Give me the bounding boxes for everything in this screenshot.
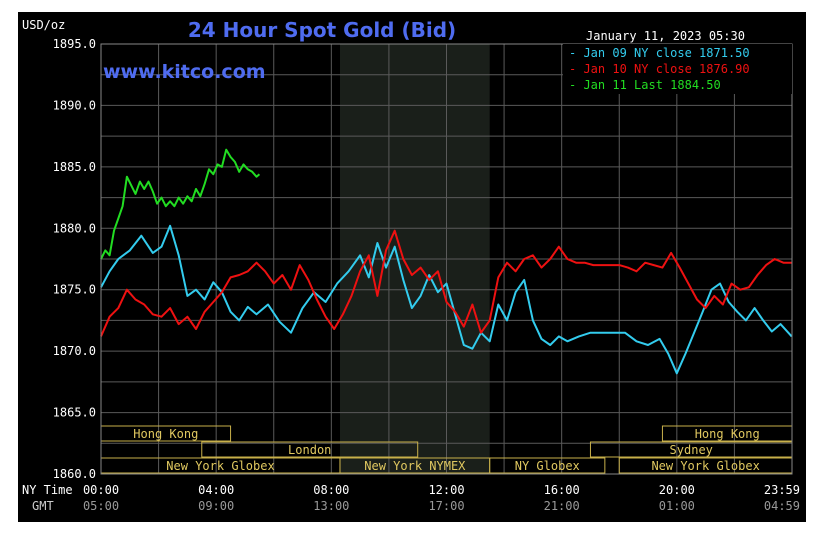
grid [100,43,793,475]
x-tick-gmt-label: 17:00 [428,499,464,513]
legend-entry: - Jan 09 NY close 1871.50 [569,46,750,60]
series-line [100,224,793,375]
y-tick-label: 1875.0 [53,283,96,297]
x-tick-gmt-label: 04:59 [764,499,800,513]
market-session-label: Sydney [670,443,713,457]
series-lines [100,148,793,375]
legend-background [563,44,792,94]
x-axis-ticks: 00:00 05:00 04:00 09:00 08:00 13:00 12:00 17:00… [83,483,800,513]
gmt-label: GMT [32,499,54,513]
market-session-label: Hong Kong [133,427,198,441]
x-tick-ny-label: 12:00 [428,483,464,497]
legend-entry: - Jan 11 Last 1884.50 [569,78,721,92]
y-tick-label: 1885.0 [53,160,96,174]
kitco-watermark: www.kitco.com [103,61,266,83]
market-session-box [489,457,606,474]
series-line [100,229,792,337]
x-tick-ny-label: 23:59 [764,483,800,497]
x-tick-ny-label: 00:00 [83,483,119,497]
y-axis-ticks: 1860.0 1865.0 1870.0 1875.0 1880.0 1885.0 1890… [53,37,96,481]
y-tick-label: 1865.0 [53,406,96,420]
x-tick-gmt-label: 01:00 [659,499,695,513]
legend: - Jan 09 NY close 1871.50 - Jan 10 NY clo… [563,44,792,94]
chart-canvas: Hong Kong Hong Kong London Sydney New York G… [18,12,806,522]
market-session-label: New York NYMEX [364,459,466,473]
x-tick-ny-label: 20:00 [659,483,695,497]
chart-timestamp: January 11, 2023 05:30 [586,29,745,43]
x-tick-ny-label: 08:00 [313,483,349,497]
x-tick-gmt-label: 05:00 [83,499,119,513]
market-sessions: Hong Kong Hong Kong London Sydney New York G… [100,425,793,474]
x-tick-gmt-label: 21:00 [544,499,580,513]
market-session-box [201,441,419,458]
legend-entry: - Jan 10 NY close 1876.90 [569,62,750,76]
x-tick-gmt-label: 13:00 [313,499,349,513]
market-session-label: London [288,443,331,457]
y-tick-label: 1895.0 [53,37,96,51]
gold-chart: Hong Kong Hong Kong London Sydney New York G… [18,12,806,522]
market-session-label: New York Globex [166,459,274,473]
market-session-label: Hong Kong [695,427,760,441]
x-tick-gmt-label: 09:00 [198,499,234,513]
x-tick-ny-label: 04:00 [198,483,234,497]
y-tick-label: 1870.0 [53,344,96,358]
market-session-label: NY Globex [515,459,580,473]
y-tick-label: 1880.0 [53,221,96,235]
plot-border [100,43,793,475]
x-tick-ny-label: 16:00 [544,483,580,497]
y-axis-unit-label: USD/oz [22,18,65,32]
ny-time-label: NY Time [22,483,73,497]
series-line [100,148,261,260]
chart-title: 24 Hour Spot Gold (Bid) [188,18,456,42]
y-tick-label: 1860.0 [53,467,96,481]
y-tick-label: 1890.0 [53,98,96,112]
market-session-label: New York Globex [651,459,759,473]
